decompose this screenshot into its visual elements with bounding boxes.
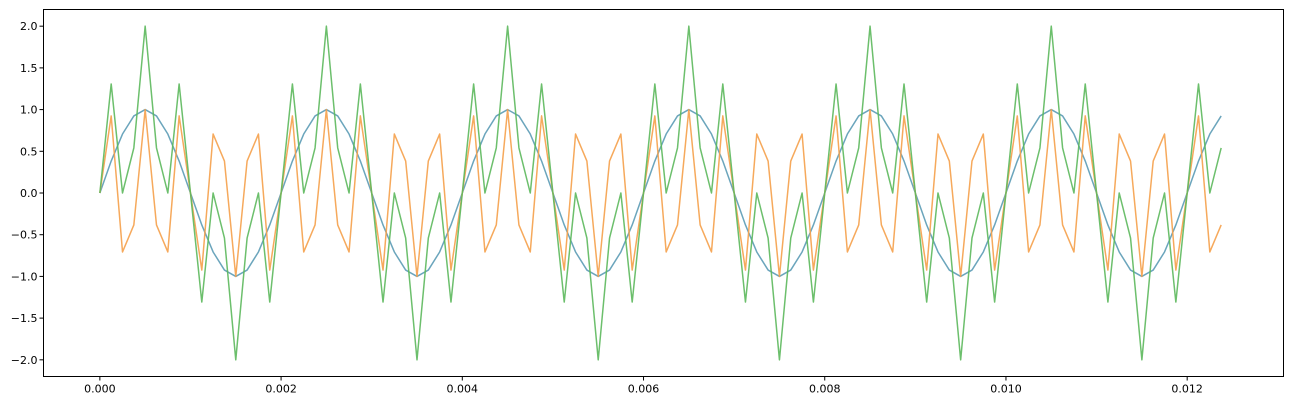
y-tick-label: 1.5 bbox=[20, 62, 38, 75]
series-line-2 bbox=[99, 108, 1222, 278]
x-tick-label: 0.002 bbox=[265, 383, 297, 396]
y-tick-label: 0.5 bbox=[20, 145, 38, 158]
y-axis: −2.0 −1.5 −1.0 −0.5 0.0 0.5 1.0 1.5 2.0 bbox=[11, 20, 44, 367]
y-tick-label: 0.0 bbox=[20, 187, 38, 200]
x-tick-label: 0.008 bbox=[809, 383, 841, 396]
x-tick-label: 0.010 bbox=[990, 383, 1022, 396]
y-tick-label: −2.0 bbox=[11, 354, 38, 367]
y-tick-label: −1.5 bbox=[11, 312, 38, 325]
plot-frame bbox=[43, 9, 1284, 377]
y-tick-label: 1.0 bbox=[20, 104, 38, 117]
y-tick-label: −1.0 bbox=[11, 270, 38, 283]
series-line-3 bbox=[99, 25, 1222, 361]
y-tick-label: −0.5 bbox=[11, 229, 38, 242]
x-tick-label: 0.000 bbox=[84, 383, 116, 396]
x-tick-label: 0.006 bbox=[628, 383, 660, 396]
series-line-1 bbox=[99, 108, 1222, 278]
x-axis: 0.000 0.002 0.004 0.006 0.008 0.010 0.012 bbox=[84, 376, 1203, 396]
y-tick-label: 2.0 bbox=[20, 20, 38, 33]
x-tick-label: 0.012 bbox=[1171, 383, 1203, 396]
series-layer bbox=[99, 25, 1222, 361]
x-tick-label: 0.004 bbox=[447, 383, 479, 396]
